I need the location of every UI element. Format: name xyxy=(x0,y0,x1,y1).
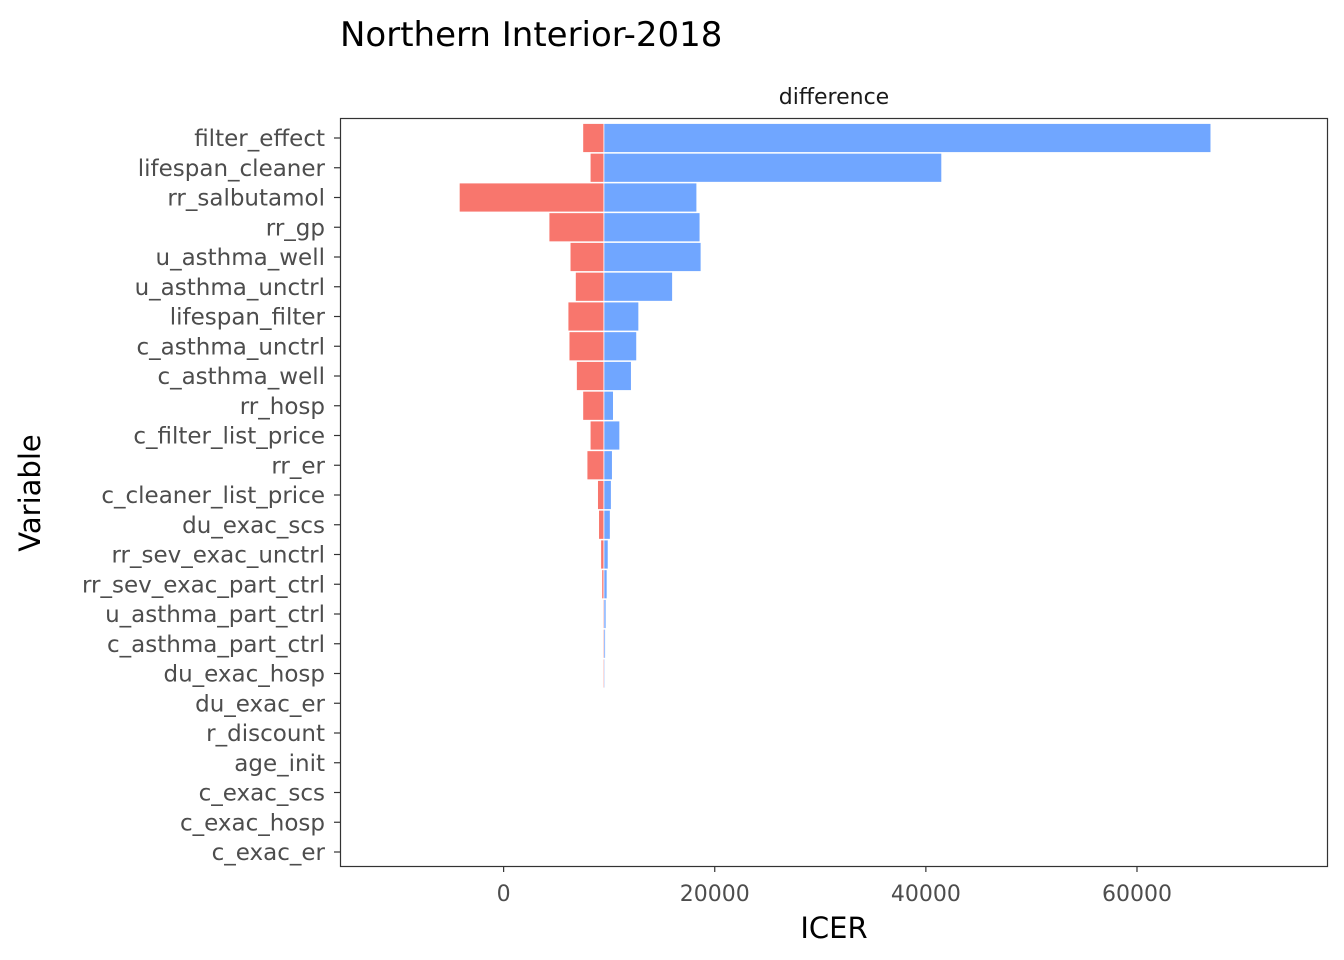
bar-high-u_asthma_well xyxy=(603,242,702,272)
bar-high-r_discount xyxy=(603,718,605,748)
y-tick-label: age_init xyxy=(234,751,325,777)
bar-high-c_asthma_well xyxy=(603,361,632,391)
x-axis-title: ICER xyxy=(800,911,867,945)
y-tick-label: u_asthma_part_ctrl xyxy=(105,602,325,628)
y-tick-label: c_asthma_well xyxy=(157,364,325,390)
bar-high-lifespan_cleaner xyxy=(603,152,943,183)
bar-low-rr_gp xyxy=(548,212,605,243)
bar-high-c_asthma_part_ctrl xyxy=(603,628,606,659)
bar-low-rr_salbutamol xyxy=(458,182,605,213)
y-tick-label: r_discount xyxy=(206,721,325,747)
x-tick-label: 0 xyxy=(497,882,511,907)
y-tick-label: c_asthma_unctrl xyxy=(137,334,325,360)
bar-low-filter_effect xyxy=(582,123,605,153)
bar-low-rr_sev_exac_unctrl xyxy=(600,539,605,570)
x-tick-label: 20000 xyxy=(680,882,750,907)
y-tick-label: rr_sev_exac_unctrl xyxy=(111,543,325,569)
bar-low-u_asthma_unctrl xyxy=(575,271,605,302)
y-tick-label: rr_hosp xyxy=(240,394,325,420)
bar-high-filter_effect xyxy=(603,123,1212,153)
y-tick-label: u_asthma_well xyxy=(156,245,326,271)
bar-low-rr_hosp xyxy=(582,390,605,421)
y-tick-label: du_exac_er xyxy=(195,691,325,717)
bar-low-lifespan_filter xyxy=(567,301,605,332)
y-tick-label: rr_sev_exac_part_ctrl xyxy=(82,572,325,598)
bar-low-lifespan_cleaner xyxy=(589,152,605,183)
bar-low-du_exac_scs xyxy=(598,509,605,540)
y-tick-label: rr_gp xyxy=(266,215,325,241)
bar-low-u_asthma_well xyxy=(569,242,605,272)
bar-high-c_asthma_unctrl xyxy=(603,331,638,362)
bar-high-du_exac_scs xyxy=(603,509,611,540)
bar-high-c_exac_er xyxy=(603,837,605,867)
bar-high-du_exac_hosp xyxy=(603,658,606,689)
y-tick-label: c_asthma_part_ctrl xyxy=(107,632,325,658)
bar-high-lifespan_filter xyxy=(603,301,640,332)
bar-high-c_filter_list_price xyxy=(603,420,621,451)
bars-group xyxy=(458,123,1212,867)
bar-high-age_init xyxy=(603,747,605,778)
bar-low-c_asthma_unctrl xyxy=(568,331,605,362)
bar-high-rr_er xyxy=(603,450,613,481)
bar-high-rr_gp xyxy=(603,212,701,243)
bar-low-c_asthma_well xyxy=(576,361,605,391)
bar-high-du_exac_er xyxy=(603,688,605,719)
facet-strip-label: difference xyxy=(779,85,889,110)
bar-high-u_asthma_unctrl xyxy=(603,271,673,302)
bar-low-c_cleaner_list_price xyxy=(597,480,605,510)
y-axis: filter_effect lifespan_cleaner rr_salbutam… xyxy=(82,126,340,866)
y-tick-label: du_exac_hosp xyxy=(163,662,325,688)
bar-low-rr_er xyxy=(586,450,605,481)
x-axis: 0 20000 40000 60000 xyxy=(497,866,1172,907)
bar-high-rr_sev_exac_unctrl xyxy=(603,539,609,570)
y-tick-label: c_exac_scs xyxy=(199,781,325,807)
y-tick-label: c_exac_hosp xyxy=(180,810,325,836)
y-tick-label: c_filter_list_price xyxy=(133,424,325,450)
y-axis-title: Variable xyxy=(13,434,47,551)
x-tick-label: 40000 xyxy=(891,882,961,907)
bar-high-u_asthma_part_ctrl xyxy=(603,599,607,629)
panel-border xyxy=(339,117,1329,868)
bar-low-c_filter_list_price xyxy=(589,420,605,451)
y-tick-label: filter_effect xyxy=(194,126,325,152)
y-tick-label: c_cleaner_list_price xyxy=(101,483,325,509)
y-tick-label: rr_salbutamol xyxy=(167,186,325,212)
bar-high-c_cleaner_list_price xyxy=(603,480,612,510)
bar-high-rr_salbutamol xyxy=(603,182,698,213)
bar-high-c_exac_scs xyxy=(603,777,605,808)
y-tick-label: lifespan_cleaner xyxy=(138,156,326,182)
y-tick-label: u_asthma_unctrl xyxy=(135,275,325,301)
y-tick-label: rr_er xyxy=(271,453,325,479)
chart-title: Northern Interior-2018 xyxy=(340,15,722,55)
x-tick-label: 60000 xyxy=(1102,882,1172,907)
bar-high-c_exac_hosp xyxy=(603,807,605,838)
y-tick-label: du_exac_scs xyxy=(182,513,325,539)
y-tick-label: lifespan_filter xyxy=(170,305,326,331)
bar-high-rr_hosp xyxy=(603,390,614,421)
bar-high-rr_sev_exac_part_ctrl xyxy=(603,569,608,600)
y-tick-label: c_exac_er xyxy=(212,840,326,866)
